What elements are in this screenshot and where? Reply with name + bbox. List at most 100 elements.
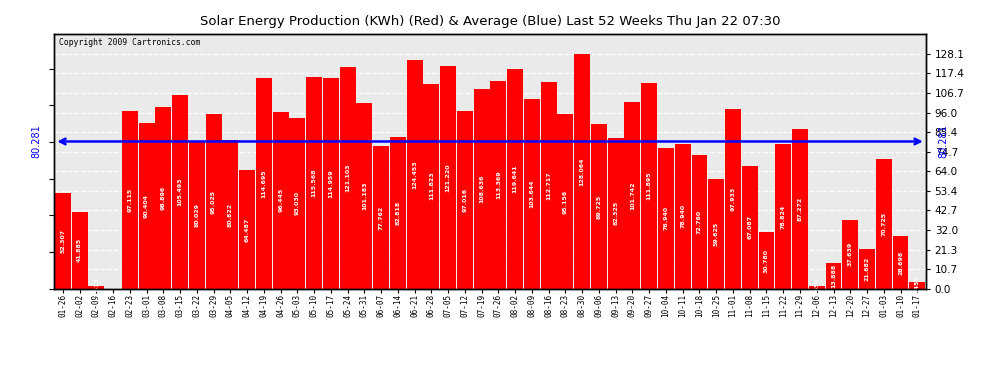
Bar [507, 69, 523, 289]
Text: 97.115: 97.115 [128, 188, 133, 212]
Text: 115.568: 115.568 [312, 168, 317, 197]
Bar [826, 263, 842, 289]
Bar [792, 129, 808, 289]
Text: 1.413: 1.413 [94, 278, 99, 297]
Bar [725, 109, 741, 289]
Text: 52.307: 52.307 [60, 229, 65, 253]
Bar [424, 84, 440, 289]
Bar [122, 111, 138, 289]
Text: 119.641: 119.641 [513, 165, 518, 194]
Text: 113.369: 113.369 [496, 171, 501, 199]
Bar [340, 67, 355, 289]
Bar [272, 112, 289, 289]
Bar [373, 146, 389, 289]
Bar [524, 99, 540, 289]
Text: 76.940: 76.940 [663, 206, 668, 230]
Bar [859, 249, 875, 289]
Bar [474, 90, 490, 289]
Text: 93.030: 93.030 [295, 191, 300, 215]
Text: 3.450: 3.450 [915, 276, 920, 296]
Text: 108.636: 108.636 [479, 175, 484, 203]
Text: 80.281: 80.281 [32, 124, 42, 158]
Bar [490, 81, 507, 289]
Text: 82.325: 82.325 [613, 201, 618, 225]
Bar [189, 142, 205, 289]
Bar [775, 144, 791, 289]
Bar [390, 137, 406, 289]
Bar [691, 155, 708, 289]
Text: 114.695: 114.695 [261, 169, 266, 198]
Bar [457, 111, 473, 289]
Text: 96.445: 96.445 [278, 188, 283, 212]
Bar [809, 286, 825, 289]
Text: 111.895: 111.895 [646, 172, 651, 200]
Text: Copyright 2009 Cartronics.com: Copyright 2009 Cartronics.com [58, 38, 200, 46]
Bar [658, 148, 674, 289]
Bar [557, 114, 573, 289]
Text: 111.823: 111.823 [429, 172, 434, 201]
Text: 41.885: 41.885 [77, 238, 82, 262]
Text: 30.780: 30.780 [764, 249, 769, 273]
Text: 77.762: 77.762 [378, 205, 384, 230]
Bar [255, 78, 272, 289]
Text: 121.220: 121.220 [446, 163, 450, 192]
Text: 64.487: 64.487 [245, 217, 249, 242]
Text: 78.824: 78.824 [781, 204, 786, 229]
Bar [625, 102, 641, 289]
Bar [574, 54, 590, 289]
Bar [910, 282, 926, 289]
Bar [758, 232, 774, 289]
Bar [708, 179, 725, 289]
Text: 98.896: 98.896 [160, 186, 166, 210]
Bar [541, 82, 556, 289]
Text: 121.103: 121.103 [346, 164, 350, 192]
Bar [675, 144, 691, 289]
Bar [876, 159, 892, 289]
Text: 101.742: 101.742 [630, 181, 635, 210]
Text: 78.940: 78.940 [680, 204, 685, 228]
Text: 95.156: 95.156 [563, 189, 568, 214]
Text: 80.822: 80.822 [228, 202, 233, 226]
Text: 13.888: 13.888 [831, 264, 836, 288]
Bar [139, 123, 154, 289]
Text: 101.183: 101.183 [362, 182, 367, 210]
Text: 37.639: 37.639 [847, 242, 852, 266]
Text: 90.404: 90.404 [145, 194, 149, 218]
Bar [642, 84, 657, 289]
Bar [155, 107, 171, 289]
Bar [441, 66, 456, 289]
Bar [323, 78, 339, 289]
Text: 87.272: 87.272 [798, 196, 803, 221]
Title: Solar Energy Production (KWh) (Red) & Average (Blue) Last 52 Weeks Thu Jan 22 07: Solar Energy Production (KWh) (Red) & Av… [200, 15, 780, 28]
Text: 59.625: 59.625 [714, 222, 719, 246]
Text: 124.453: 124.453 [412, 160, 417, 189]
Text: 95.025: 95.025 [211, 189, 216, 214]
Text: 67.087: 67.087 [747, 215, 752, 239]
Bar [172, 95, 188, 289]
Bar [356, 103, 372, 289]
Text: 28.698: 28.698 [898, 250, 903, 274]
Text: 1.650: 1.650 [814, 278, 820, 297]
Text: 80.029: 80.029 [194, 203, 199, 227]
Bar [88, 286, 104, 289]
Bar [240, 171, 255, 289]
Bar [289, 118, 305, 289]
Bar [842, 220, 858, 289]
Bar [608, 138, 624, 289]
Text: 112.717: 112.717 [546, 171, 551, 200]
Text: 103.644: 103.644 [530, 179, 535, 208]
Bar [54, 193, 71, 289]
Text: 82.818: 82.818 [395, 201, 400, 225]
Bar [591, 124, 607, 289]
Bar [71, 212, 87, 289]
Text: 80.281: 80.281 [939, 124, 948, 158]
Text: 97.016: 97.016 [462, 188, 467, 212]
Bar [742, 166, 757, 289]
Text: 21.682: 21.682 [864, 257, 869, 281]
Text: 105.493: 105.493 [177, 178, 182, 206]
Text: 89.725: 89.725 [596, 194, 602, 219]
Text: 114.959: 114.959 [329, 169, 334, 198]
Text: 97.933: 97.933 [731, 187, 736, 211]
Text: 72.760: 72.760 [697, 210, 702, 234]
Text: 128.064: 128.064 [580, 157, 585, 186]
